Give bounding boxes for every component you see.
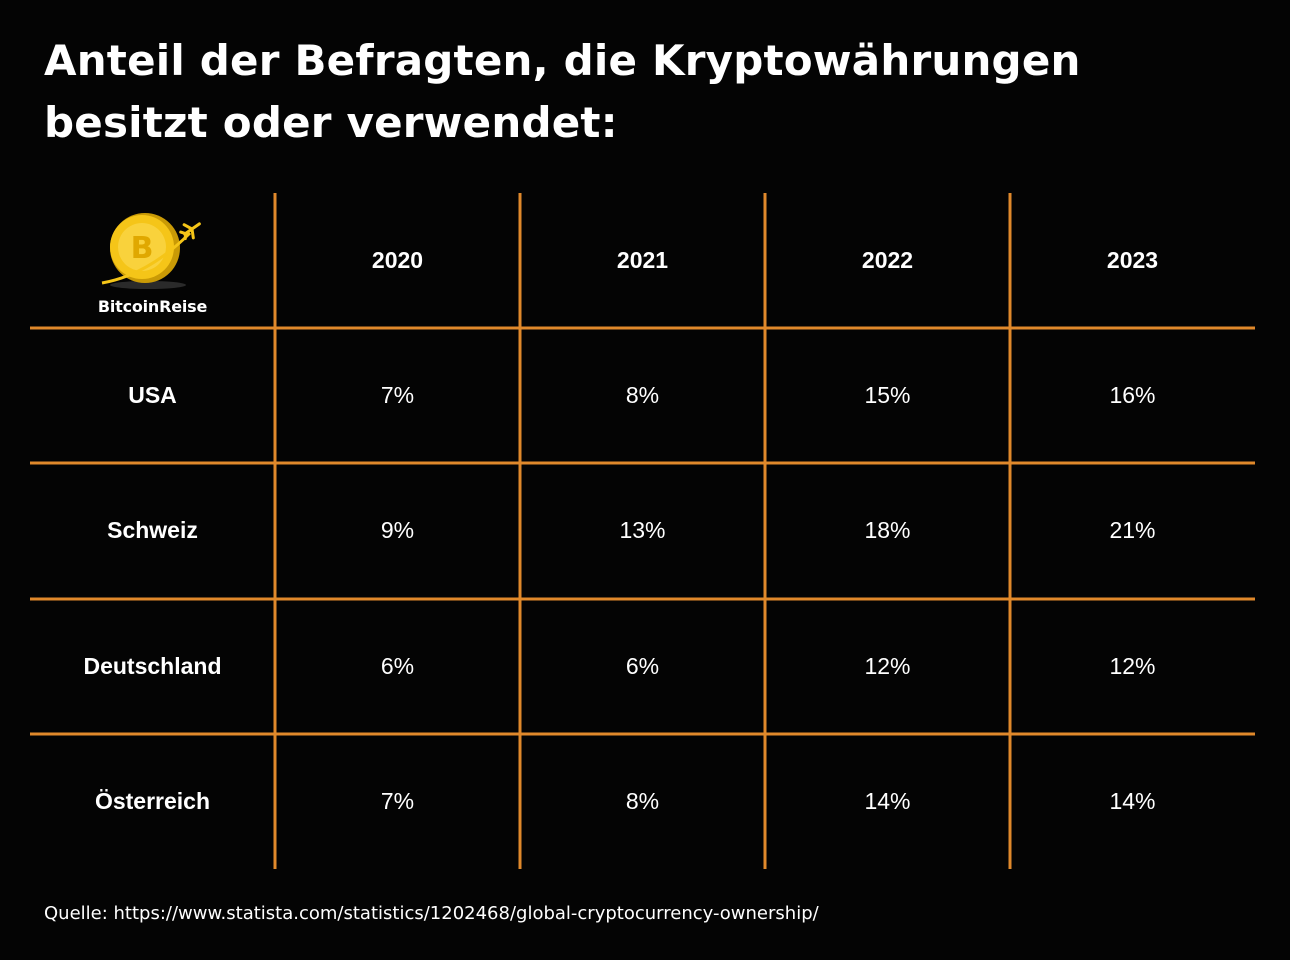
table-cell-value: 8%: [625, 382, 660, 409]
table-cell-value: 18%: [864, 517, 911, 544]
table-cell-value: 12%: [1109, 652, 1156, 679]
table-cell-value: 9%: [380, 517, 415, 544]
table-cell-value: 7%: [380, 787, 415, 814]
row-label: Deutschland: [83, 652, 222, 679]
table-cell-value: 7%: [380, 382, 415, 409]
logo-text: BitcoinReise: [97, 297, 208, 316]
row-label: USA: [128, 382, 177, 409]
table-cell-value: 21%: [1109, 517, 1156, 544]
table-cell-value: 8%: [625, 787, 660, 814]
source-citation: Quelle: https://www.statista.com/statist…: [44, 903, 819, 924]
table-cell-value: 6%: [625, 652, 660, 679]
coin-letter: B: [130, 231, 153, 266]
table-cell-value: 14%: [1109, 787, 1156, 814]
column-header-2023: 2023: [1106, 247, 1159, 273]
bitcoin-coin-airplane-icon: B: [101, 213, 201, 289]
column-header-2022: 2022: [861, 247, 914, 273]
table-cell-value: 16%: [1109, 382, 1156, 409]
table-cell-value: 13%: [619, 517, 666, 544]
row-label: Schweiz: [107, 517, 198, 544]
column-header-2021: 2021: [616, 247, 669, 273]
column-header-2020: 2020: [371, 247, 424, 273]
row-label: Österreich: [94, 787, 211, 814]
page-title: Anteil der Befragten, die Kryptowährunge…: [44, 36, 1081, 147]
table-cell-value: 6%: [380, 652, 415, 679]
table-cell-value: 14%: [864, 787, 911, 814]
table-cell-value: 12%: [864, 652, 911, 679]
ownership-table: B BitcoinReise 2020 2021 2022 2023 USA 7% 8% 15…: [30, 193, 1255, 869]
table-grid: [30, 193, 1255, 869]
table-cell-value: 15%: [864, 382, 911, 409]
logo: B BitcoinReise: [30, 193, 275, 328]
